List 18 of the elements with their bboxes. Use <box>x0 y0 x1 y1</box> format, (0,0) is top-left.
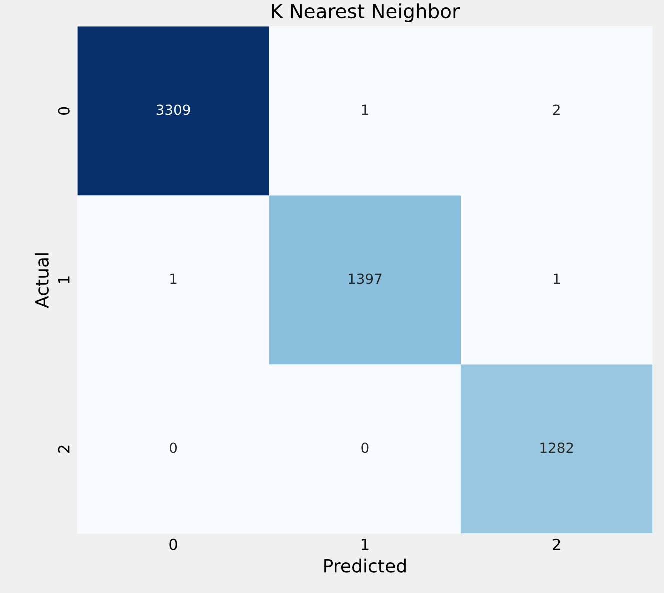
x-tick-label: 0 <box>170 538 178 550</box>
data-label: 0 <box>170 442 178 454</box>
y-tick-label: 1 <box>58 276 70 284</box>
data-label: 1 <box>362 104 368 116</box>
data-label: 0 <box>362 442 369 454</box>
x-axis-title: Predicted <box>324 558 406 573</box>
data-label: 3309 <box>156 104 190 116</box>
y-tick-label: 2 <box>58 446 70 453</box>
chart-title: K Nearest Neighbor <box>272 4 460 22</box>
x-tick-label: 1 <box>362 539 369 550</box>
data-label: 1 <box>554 274 560 284</box>
data-label: 1397 <box>349 274 382 284</box>
x-tick-label: 2 <box>553 538 560 550</box>
data-label: 2 <box>553 104 560 116</box>
y-axis-title: Actual <box>35 254 49 308</box>
data-label: 1282 <box>540 442 574 454</box>
y-tick-label: 0 <box>58 107 70 116</box>
data-label: 1 <box>170 274 177 284</box>
